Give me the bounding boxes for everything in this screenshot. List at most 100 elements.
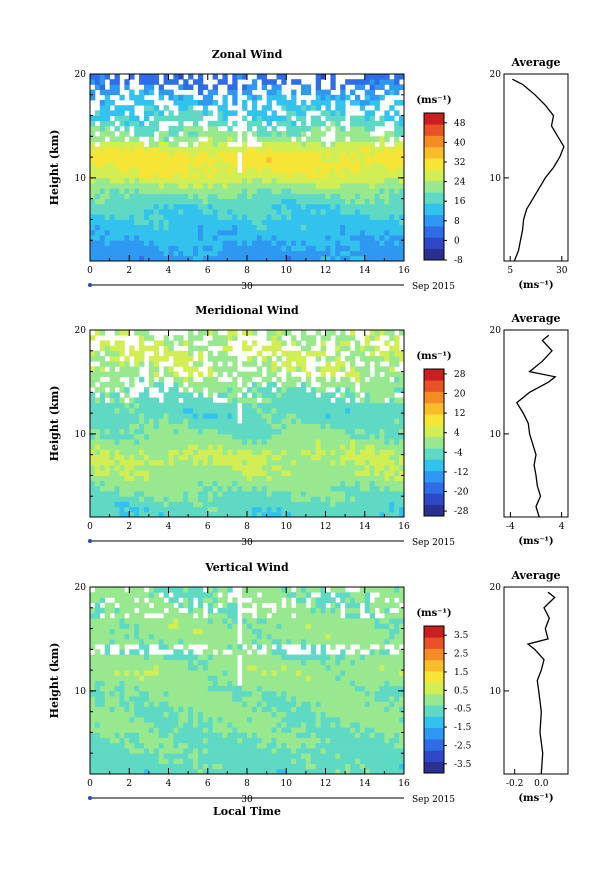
heatmap-cell bbox=[232, 428, 238, 435]
heatmap-cell bbox=[139, 496, 145, 502]
heatmap-cell bbox=[286, 224, 292, 231]
heatmap-cell bbox=[207, 423, 214, 430]
heatmap-cell bbox=[178, 146, 184, 153]
heatmap-cell bbox=[345, 131, 351, 137]
heatmap-cell bbox=[163, 162, 169, 168]
heatmap-cell bbox=[173, 711, 179, 718]
heatmap-cell bbox=[183, 162, 189, 168]
heatmap-cell bbox=[335, 125, 341, 132]
heatmap-cell bbox=[114, 727, 120, 733]
heatmap-cell bbox=[173, 219, 179, 226]
heatmap-cell bbox=[256, 136, 263, 142]
heatmap-cell bbox=[124, 459, 130, 466]
heatmap-cell bbox=[261, 475, 268, 482]
heatmap-cell bbox=[94, 470, 101, 476]
heatmap-cell bbox=[251, 459, 258, 466]
heatmap-cell bbox=[354, 511, 361, 518]
heatmap-cell bbox=[163, 480, 169, 487]
colorbar-swatch bbox=[424, 459, 444, 472]
heatmap-cell bbox=[90, 737, 96, 744]
heatmap-cell bbox=[143, 716, 150, 723]
heatmap-cell bbox=[119, 245, 125, 252]
heatmap-cell bbox=[271, 706, 277, 713]
heatmap-cell bbox=[389, 157, 395, 163]
heatmap-cell bbox=[139, 465, 145, 471]
heatmap-cell bbox=[242, 407, 248, 414]
heatmap-cell bbox=[232, 444, 238, 450]
heatmap-cell bbox=[286, 209, 292, 215]
heatmap-cell bbox=[354, 136, 361, 142]
heatmap-cell bbox=[345, 203, 351, 210]
heatmap-cell bbox=[325, 511, 331, 518]
heatmap-cell bbox=[399, 418, 405, 424]
heatmap-cell bbox=[350, 402, 356, 409]
heatmap-cell bbox=[222, 418, 228, 424]
heatmap-cell bbox=[389, 454, 395, 461]
heatmap-cell bbox=[330, 758, 336, 765]
heatmap-cell bbox=[207, 727, 214, 733]
heatmap-cell bbox=[389, 146, 395, 153]
heatmap-cell bbox=[369, 120, 375, 127]
heatmap-cell bbox=[119, 413, 125, 419]
heatmap-cell bbox=[119, 172, 125, 179]
heatmap-cell bbox=[237, 371, 243, 378]
heatmap-cell bbox=[242, 392, 248, 398]
heatmap-cell bbox=[197, 235, 204, 241]
heatmap-cell bbox=[340, 229, 346, 236]
heatmap-cell bbox=[163, 732, 169, 739]
x-tick-label: 6 bbox=[205, 266, 211, 276]
y-tick-label: 20 bbox=[75, 326, 87, 336]
heatmap-cell bbox=[202, 224, 209, 231]
heatmap-cell bbox=[340, 753, 346, 759]
heatmap-cell bbox=[139, 330, 145, 336]
heatmap-cell bbox=[276, 183, 282, 189]
heatmap-cell bbox=[242, 381, 248, 388]
heatmap-cell bbox=[281, 753, 287, 759]
colorbar-frame bbox=[423, 368, 445, 517]
heatmap-cell bbox=[330, 376, 336, 383]
heatmap-cell bbox=[350, 366, 356, 372]
heatmap-cell bbox=[345, 381, 351, 388]
heatmap-cell bbox=[143, 125, 150, 132]
heatmap-cell bbox=[389, 183, 395, 189]
heatmap-cell bbox=[163, 105, 169, 111]
heatmap-cell bbox=[143, 79, 150, 85]
heatmap-cell bbox=[158, 742, 164, 749]
heatmap-cell bbox=[354, 407, 361, 414]
heatmap-cell bbox=[114, 423, 120, 430]
heatmap-cell bbox=[296, 167, 302, 174]
heatmap-cell bbox=[227, 146, 233, 153]
heatmap-cell bbox=[193, 219, 199, 226]
heatmap-cell bbox=[139, 433, 145, 440]
heatmap-cell bbox=[168, 203, 174, 210]
heatmap-cell bbox=[109, 167, 115, 174]
heatmap-cell bbox=[310, 250, 317, 257]
heatmap-cell bbox=[389, 402, 395, 409]
heatmap-cell bbox=[129, 209, 135, 215]
heatmap-cell bbox=[202, 475, 209, 482]
heatmap-cell bbox=[202, 727, 209, 733]
heatmap-cell bbox=[217, 245, 223, 252]
heatmap-cell bbox=[384, 465, 390, 471]
heatmap-cell bbox=[389, 131, 395, 137]
heatmap-cell bbox=[173, 444, 179, 450]
heatmap-cell bbox=[94, 722, 101, 728]
heatmap-cell bbox=[153, 110, 160, 116]
heatmap-cell bbox=[256, 110, 263, 116]
heatmap-cell bbox=[183, 758, 189, 765]
heatmap-cell bbox=[173, 387, 179, 393]
heatmap-cell bbox=[281, 402, 287, 409]
heatmap-cell bbox=[291, 768, 297, 775]
heatmap-cell bbox=[247, 157, 253, 163]
heatmap-cell bbox=[389, 439, 395, 445]
heatmap-cell bbox=[281, 162, 287, 168]
heatmap-cell bbox=[227, 716, 233, 723]
heatmap-cell bbox=[271, 177, 277, 184]
heatmap-cell bbox=[256, 74, 263, 80]
heatmap-cell bbox=[359, 501, 366, 508]
heatmap-cell bbox=[227, 496, 233, 502]
heatmap-cell bbox=[374, 366, 380, 372]
heatmap-cell bbox=[286, 449, 292, 456]
heatmap-cell bbox=[271, 402, 277, 409]
heatmap-cell bbox=[232, 480, 238, 487]
